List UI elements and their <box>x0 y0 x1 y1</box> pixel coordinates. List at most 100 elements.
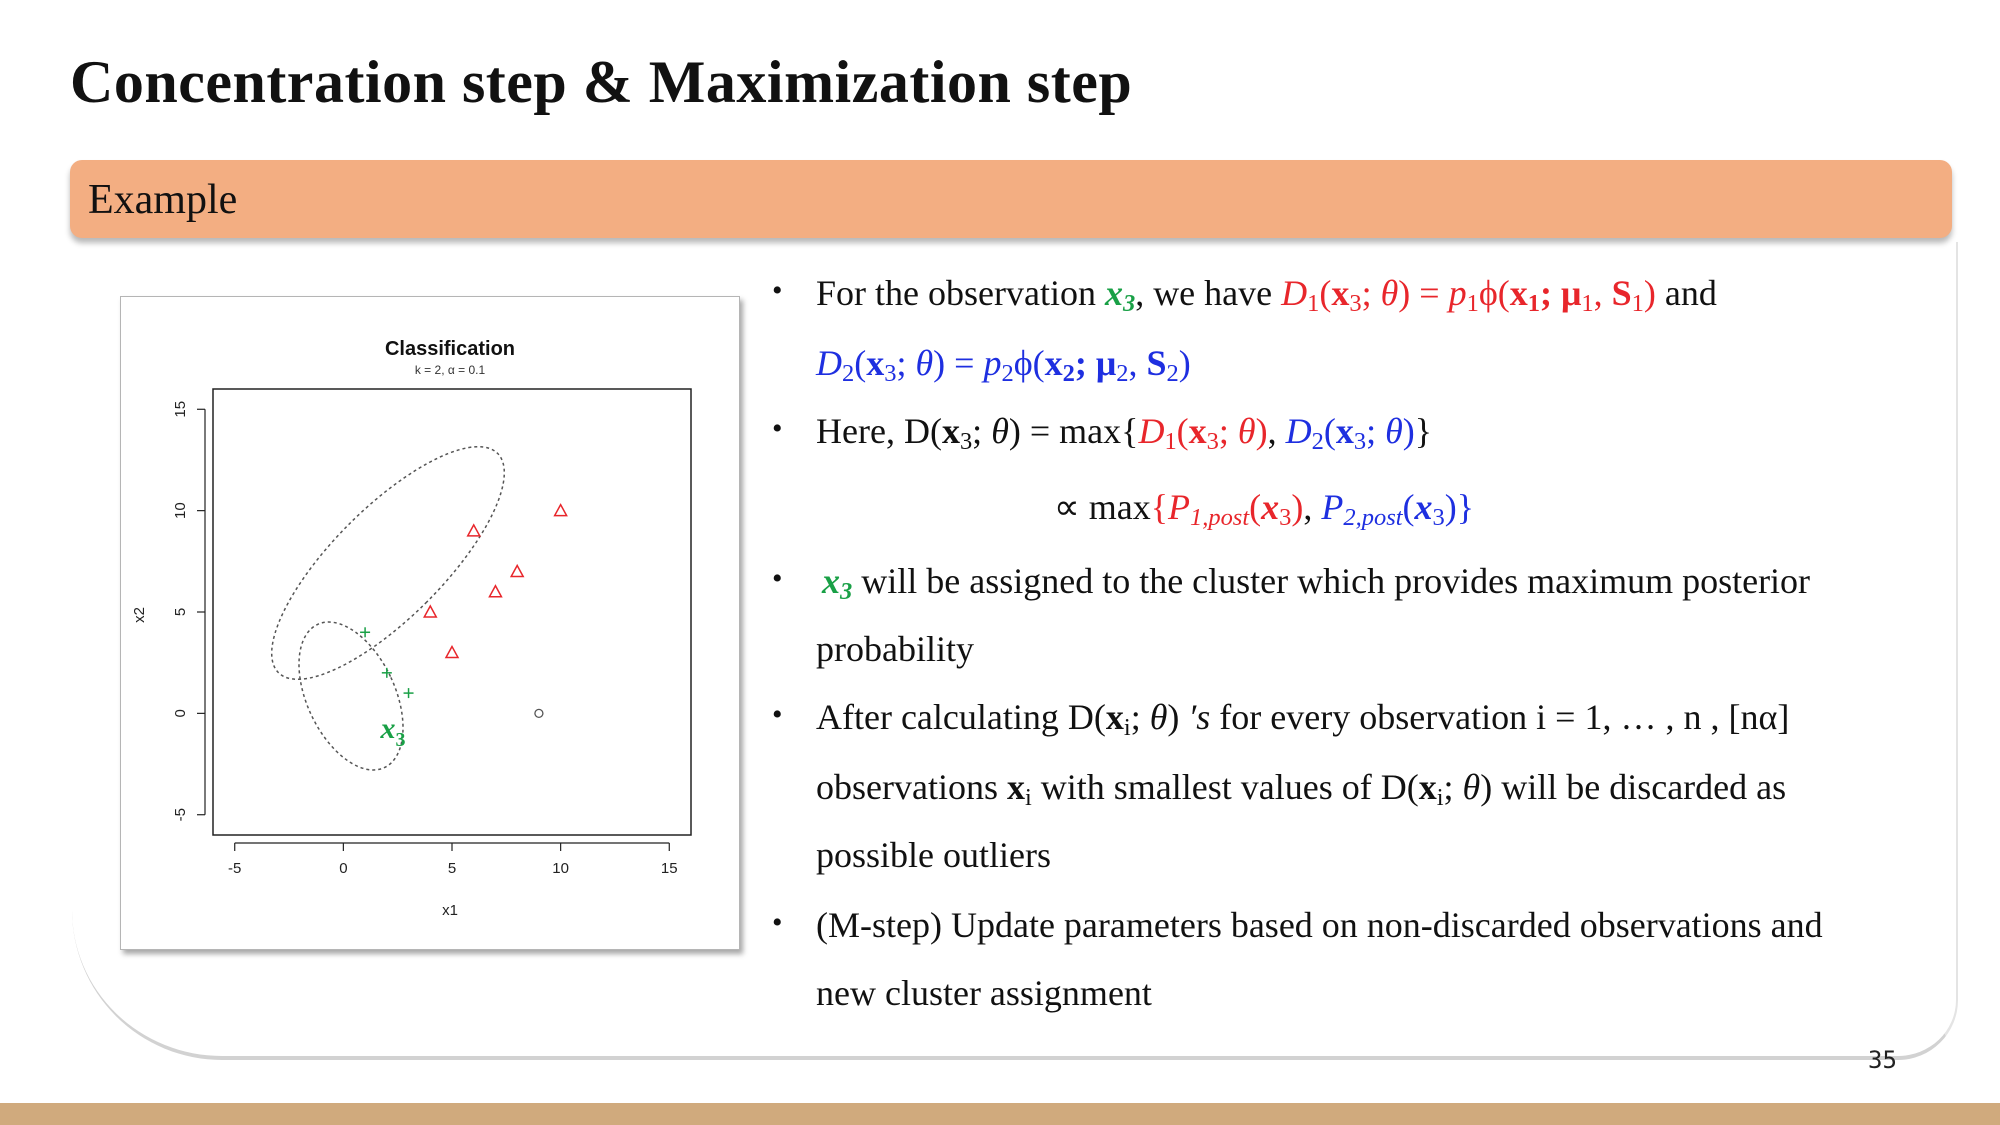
text: , <box>1267 411 1286 451</box>
text: ( <box>1319 273 1332 313</box>
bullet-5-line-2: new cluster assignment <box>816 973 1152 1013</box>
symbol: P <box>1321 487 1344 527</box>
symbol: x <box>941 411 960 451</box>
text: with smallest values of D( <box>1031 767 1419 807</box>
bullet-4-line-1: After calculating D(xi; θ) ′s for every … <box>816 697 1790 742</box>
x-tick-label: 5 <box>448 860 456 877</box>
triangle-point <box>553 503 568 517</box>
subscript: 3 <box>1122 290 1136 318</box>
symbol: x <box>1331 273 1350 313</box>
symbol: D <box>816 343 842 383</box>
y-tick-label: 15 <box>172 401 189 418</box>
text: For the observation <box>816 273 1105 313</box>
slide-title: Concentration step & Maximization step <box>70 49 1133 115</box>
footer-bar <box>0 1103 2000 1125</box>
text: , <box>1593 273 1612 313</box>
triangle-point <box>509 563 525 578</box>
text: ) <box>1291 487 1304 527</box>
plus-point <box>360 627 371 638</box>
bullet-2-line-1: Here, D(x3; θ) = max{D1(x3; θ), D2(x3; θ… <box>816 411 1432 456</box>
text: will be assigned to the cluster which pr… <box>852 561 1811 601</box>
text: , we have <box>1135 273 1282 313</box>
symbol: x <box>1418 767 1437 807</box>
symbol: x <box>1188 411 1207 451</box>
bullet-dot: • <box>772 412 783 445</box>
text: ( <box>1176 411 1189 451</box>
bullet-4-line-3: possible outliers <box>816 835 1051 875</box>
triangle-point <box>466 523 481 537</box>
page-number: 35 <box>1868 1046 1897 1074</box>
classification-plot: Classification k = 2, α = 0.1 -5 0 5 10 15 -5… <box>120 296 740 950</box>
text: observations <box>816 767 1007 807</box>
text: { <box>1150 487 1168 527</box>
symbol: ; μ <box>1540 273 1582 313</box>
text: for every observation i = 1, … , n , [nα… <box>1210 697 1790 737</box>
text: , <box>1303 487 1322 527</box>
symbol: D <box>1138 411 1165 451</box>
d1-expression: D1(x3; θ) = p1ϕ(x1; μ1, S1) <box>1281 273 1656 317</box>
symbol: θ <box>1237 411 1256 451</box>
text: ) = <box>1398 273 1449 313</box>
bullet-dot: • <box>772 562 783 595</box>
cluster-ellipse-red <box>270 445 506 681</box>
d2-term: D2(x3; θ) <box>1286 411 1415 455</box>
text: ϕ( <box>1013 343 1045 383</box>
subscript: 3 <box>1279 504 1292 532</box>
symbol: x <box>1414 487 1433 527</box>
subscript: i <box>1123 714 1131 742</box>
x3-annotation-letter: x <box>380 712 396 745</box>
text: ) <box>1178 343 1191 383</box>
symbol: D <box>1281 273 1308 313</box>
symbol: θ <box>915 343 934 383</box>
symbol: x <box>1104 273 1123 313</box>
triangle-point <box>423 604 438 618</box>
text: } <box>1456 487 1475 527</box>
bullet-2-line-2: ∝ max{P1,post(x3), P2,post(x3)} <box>1054 487 1475 532</box>
symbol: θ <box>1462 767 1481 807</box>
text: ; <box>1443 767 1463 807</box>
text: ; <box>1361 273 1381 313</box>
text: After calculating D( <box>816 697 1106 737</box>
subscript: 3 <box>884 360 897 388</box>
plot-title: Classification <box>385 338 515 360</box>
section-label: Example <box>88 177 238 223</box>
subscript: 3 <box>840 578 853 606</box>
symbol: p <box>983 343 1002 383</box>
text: ) <box>1402 411 1415 451</box>
bullet-3-line-2: probability <box>816 629 974 669</box>
text: ϕ( <box>1478 273 1510 313</box>
symbol: ′s <box>1188 697 1211 737</box>
bullet-1-line-2: D2(x3; θ) = p2ϕ(x2; μ2, S2) <box>816 343 1191 388</box>
plot-axes: -5 0 5 10 15 -5 0 5 10 15 <box>172 401 678 877</box>
y-tick-label: 10 <box>172 502 189 519</box>
subscript: 1 <box>1164 428 1177 456</box>
plus-point <box>381 667 392 678</box>
subscript: 2 <box>1001 360 1014 388</box>
subscript: 3 <box>1432 504 1445 532</box>
triangle-point <box>444 644 460 659</box>
text: ∝ max <box>1054 487 1151 527</box>
symbol: x <box>1105 697 1124 737</box>
subscript: 2 <box>842 360 855 388</box>
y-tick-label: 0 <box>172 709 189 717</box>
content-card <box>72 242 1958 1060</box>
y-tick-label: 5 <box>172 608 189 616</box>
section-band: Example <box>70 160 1952 238</box>
text: ) <box>1167 697 1189 737</box>
text: ) = <box>933 343 984 383</box>
x3-annotation-sub: 3 <box>396 729 406 751</box>
subscript: 2 <box>1062 360 1075 388</box>
text: ) <box>1444 487 1457 527</box>
x-tick-label: 10 <box>552 860 569 877</box>
bullet-dot: • <box>772 906 783 939</box>
text: ( <box>854 343 867 383</box>
symbol: p <box>1448 273 1467 313</box>
symbol: x <box>1006 767 1025 807</box>
bullet-3-line-1: x3 will be assigned to the cluster which… <box>822 561 1811 606</box>
subscript: 2,post <box>1343 504 1403 532</box>
text: ( <box>1402 487 1415 527</box>
text: ( <box>1323 411 1336 451</box>
subscript: 2 <box>1116 360 1129 388</box>
subscript: 3 <box>959 428 973 456</box>
subscript: 3 <box>1353 428 1367 456</box>
